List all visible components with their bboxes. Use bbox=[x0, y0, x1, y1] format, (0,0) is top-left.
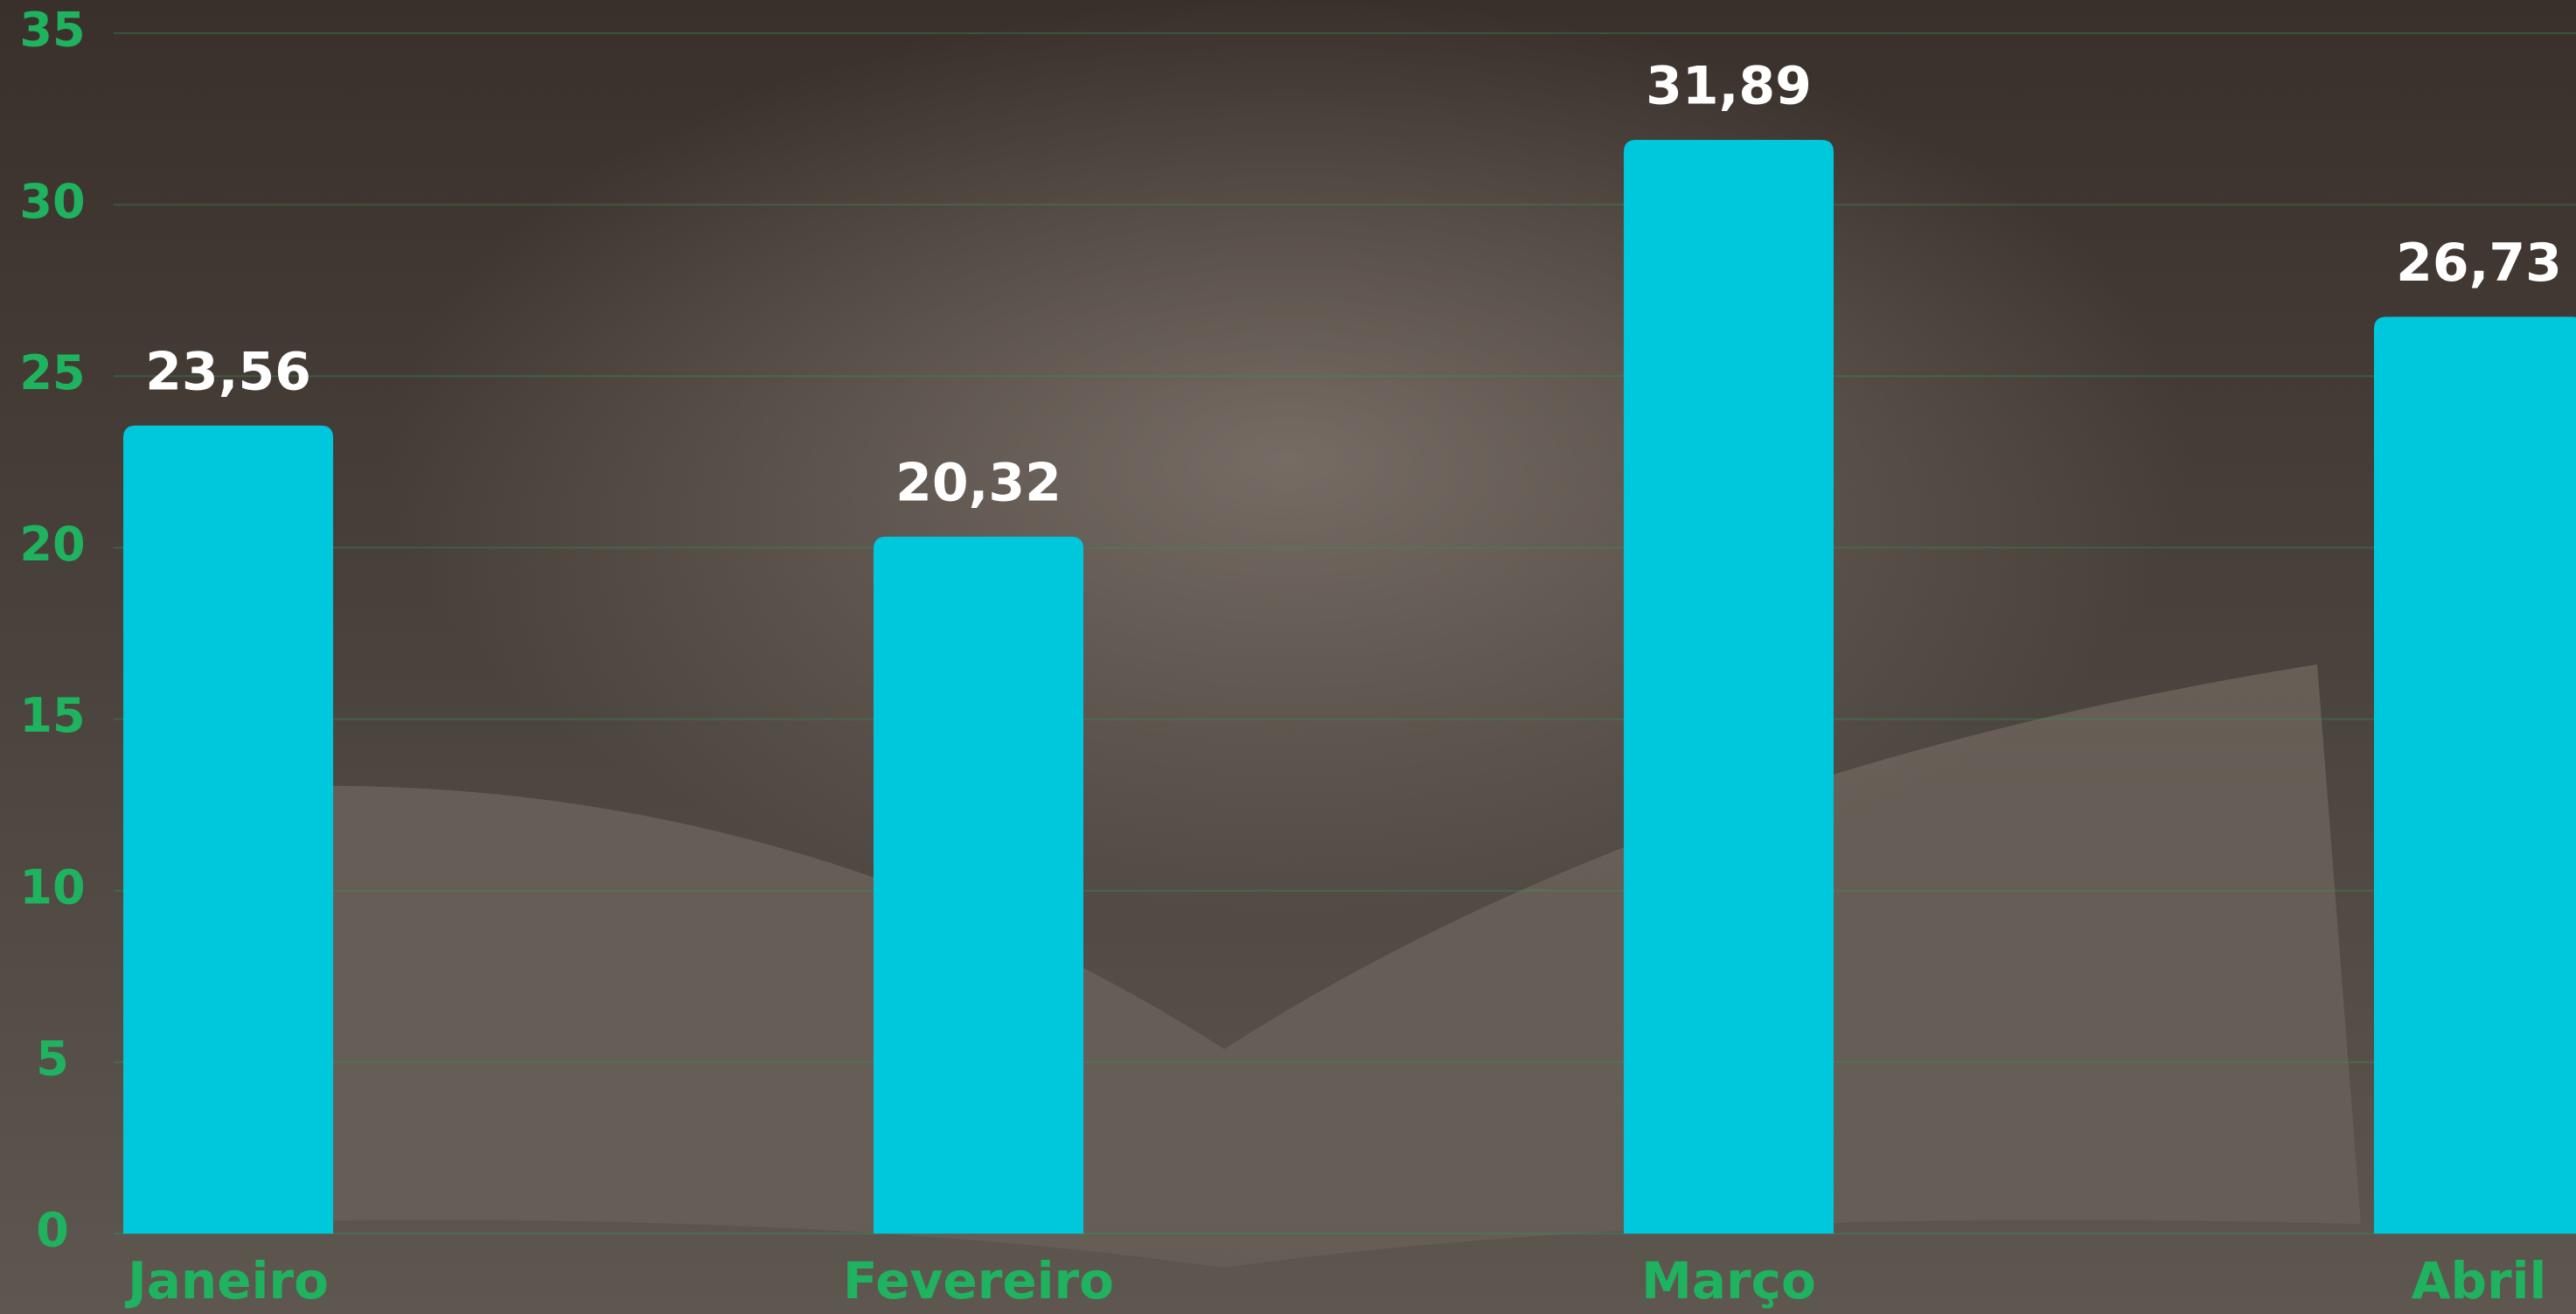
y-tick-label: 25 bbox=[19, 345, 85, 400]
x-tick-label: Janeiro bbox=[124, 1251, 329, 1311]
value-label: 31,89 bbox=[1646, 56, 1812, 117]
y-tick-label: 10 bbox=[19, 859, 85, 914]
value-label: 26,73 bbox=[2396, 233, 2562, 294]
x-tick-label: Abril bbox=[2412, 1251, 2547, 1311]
x-tick-label: Março bbox=[1641, 1251, 1816, 1311]
y-tick-label: 35 bbox=[19, 3, 85, 58]
y-tick-label: 20 bbox=[19, 517, 85, 572]
bar bbox=[1624, 140, 1834, 1234]
y-tick-label: 30 bbox=[19, 174, 85, 229]
y-tick-label: 15 bbox=[19, 688, 85, 743]
y-tick-label: 0 bbox=[36, 1203, 69, 1258]
bar bbox=[2374, 316, 2576, 1234]
value-label: 23,56 bbox=[145, 341, 311, 402]
bar bbox=[874, 536, 1083, 1234]
x-tick-label: Fevereiro bbox=[843, 1251, 1114, 1311]
bar bbox=[123, 425, 333, 1234]
y-tick-label: 5 bbox=[36, 1031, 69, 1086]
value-label: 20,32 bbox=[895, 452, 1062, 513]
